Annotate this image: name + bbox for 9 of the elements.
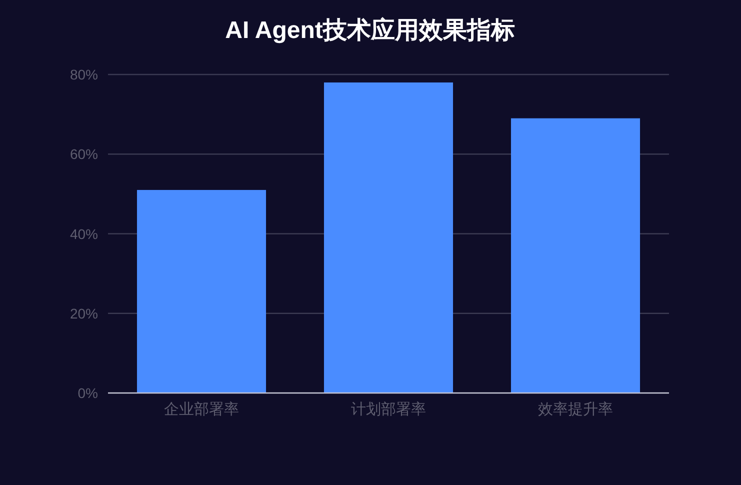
title: AI Agent技术应用效果指标 xyxy=(225,17,515,44)
y-tick-label: 40% xyxy=(70,226,98,242)
x-tick-label: 企业部署率 xyxy=(164,401,239,418)
y-tick-label: 20% xyxy=(70,305,98,322)
y-tick-label: 0% xyxy=(78,385,98,401)
y-tick-label: 80% xyxy=(70,66,98,82)
x-tick-label: 效率提升率 xyxy=(538,401,613,418)
x-tick-label: 计划部署率 xyxy=(351,401,426,418)
y-tick-label: 60% xyxy=(70,146,98,162)
